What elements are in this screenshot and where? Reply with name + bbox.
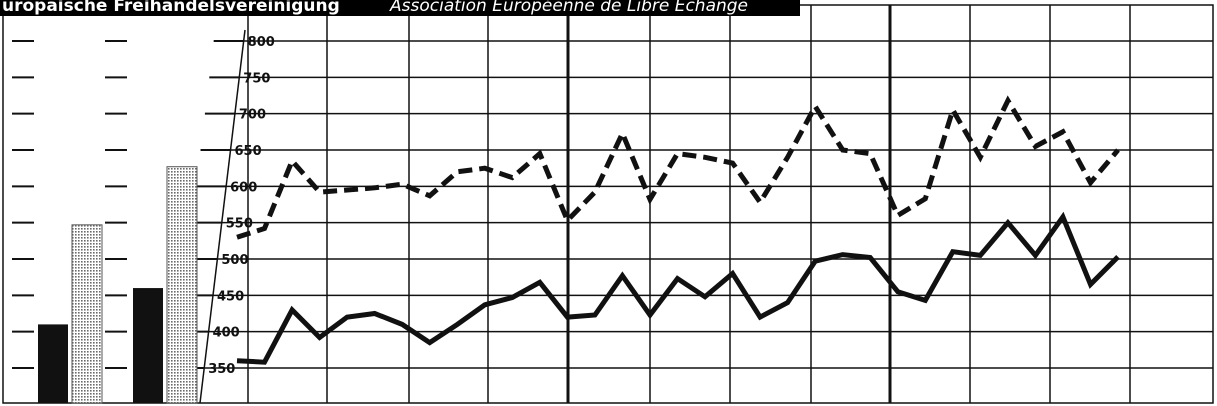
y-tick-label: 350 (208, 362, 235, 377)
y-tick-label: 750 (243, 71, 270, 86)
header-right-text: Association Européenne de Libre Échange (389, 0, 748, 16)
bar-hatched (166, 166, 198, 404)
y-tick-label: 450 (217, 289, 244, 304)
bar-solid (38, 324, 68, 403)
y-tick-label: 650 (235, 144, 262, 159)
y-tick-label: 600 (230, 180, 257, 195)
header-banner: uropäische Freihandelsvereinigung Associ… (0, 0, 800, 16)
y-axis: 350 400 450 500 550 600 650 700 750 800 (199, 29, 275, 404)
slanted-axis (199, 29, 246, 404)
y-tick-label: 800 (248, 35, 275, 50)
bar-solid (133, 288, 163, 403)
y-tick-label: 550 (226, 217, 253, 232)
header-left-text: uropäische Freihandelsvereinigung (2, 0, 340, 16)
y-tick-label: 400 (213, 326, 240, 341)
inset-bar-chart (12, 40, 244, 404)
y-tick-label: 500 (221, 253, 248, 268)
header-background (0, 0, 800, 16)
series-lines (236, 95, 1120, 365)
series-line-dashed (236, 95, 1120, 240)
y-tick-label: 700 (239, 108, 266, 123)
bar-hatched (71, 224, 103, 404)
series-line-solid (236, 211, 1120, 365)
grid (204, 5, 1213, 403)
chart-frame (2, 4, 1214, 404)
